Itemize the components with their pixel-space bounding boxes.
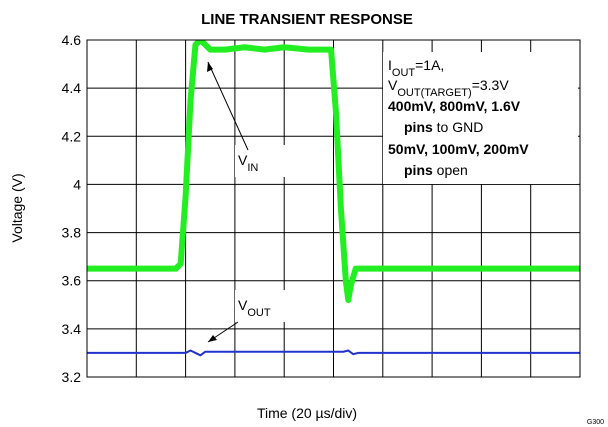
- text-part: pins: [404, 119, 433, 135]
- figure-id: G300: [587, 419, 604, 426]
- annotation: pins open: [404, 162, 468, 178]
- annotation: IOUT=1A,: [388, 57, 444, 79]
- series-line: [87, 349, 580, 357]
- label-bg: [235, 145, 295, 177]
- y-tick-label: 3.4: [62, 321, 82, 337]
- y-tick-label: 3.6: [62, 273, 82, 289]
- plot-frame: [86, 39, 581, 378]
- y-tick-label: 3.8: [62, 225, 82, 241]
- y-axis-label: Voltage (V): [9, 173, 25, 242]
- y-tick-label: 3.2: [62, 369, 82, 385]
- series-label: VIN: [238, 152, 258, 174]
- text-part: V: [238, 152, 248, 168]
- arrow-head: [208, 335, 217, 342]
- annotation: pins to GND: [404, 119, 483, 135]
- text-part: IN: [247, 162, 258, 174]
- text-part: I: [388, 57, 392, 73]
- text-part: to GND: [433, 119, 484, 135]
- grid: [87, 39, 580, 378]
- arrow: [207, 61, 249, 151]
- label-bg: [235, 290, 301, 322]
- chart-title: LINE TRANSIENT RESPONSE: [201, 11, 413, 28]
- text-part: OUT: [247, 307, 271, 319]
- annotation-bg: [383, 52, 578, 184]
- text-part: V: [388, 77, 398, 93]
- text-part: =3.3V: [472, 77, 510, 93]
- y-tick-label: 4.6: [62, 32, 82, 48]
- arrow-head: [207, 62, 213, 72]
- plot-lines: [87, 40, 580, 357]
- series-line: [87, 40, 580, 303]
- annotation: 50mV, 100mV, 200mV: [388, 141, 529, 157]
- series-label: VOUT: [238, 297, 271, 319]
- text-part: open: [433, 162, 468, 178]
- y-tick-label: 4.4: [62, 80, 82, 96]
- text-part: 50mV, 100mV, 200mV: [388, 141, 529, 157]
- x-axis-label: Time (20 µs/div): [257, 405, 357, 421]
- annotation: VOUT(TARGET)=3.3V: [388, 77, 509, 99]
- text-part: OUT: [392, 67, 416, 79]
- y-tick-label: 4.2: [62, 128, 82, 144]
- annotation: 400mV, 800mV, 1.6V: [388, 98, 521, 114]
- y-tick-label: 4: [73, 176, 81, 192]
- text-part: OUT(TARGET): [397, 87, 471, 99]
- text-part: 400mV, 800mV, 1.6V: [388, 98, 521, 114]
- text-part: =1A,: [415, 57, 444, 73]
- text-part: pins: [404, 162, 433, 178]
- text-part: V: [238, 297, 248, 313]
